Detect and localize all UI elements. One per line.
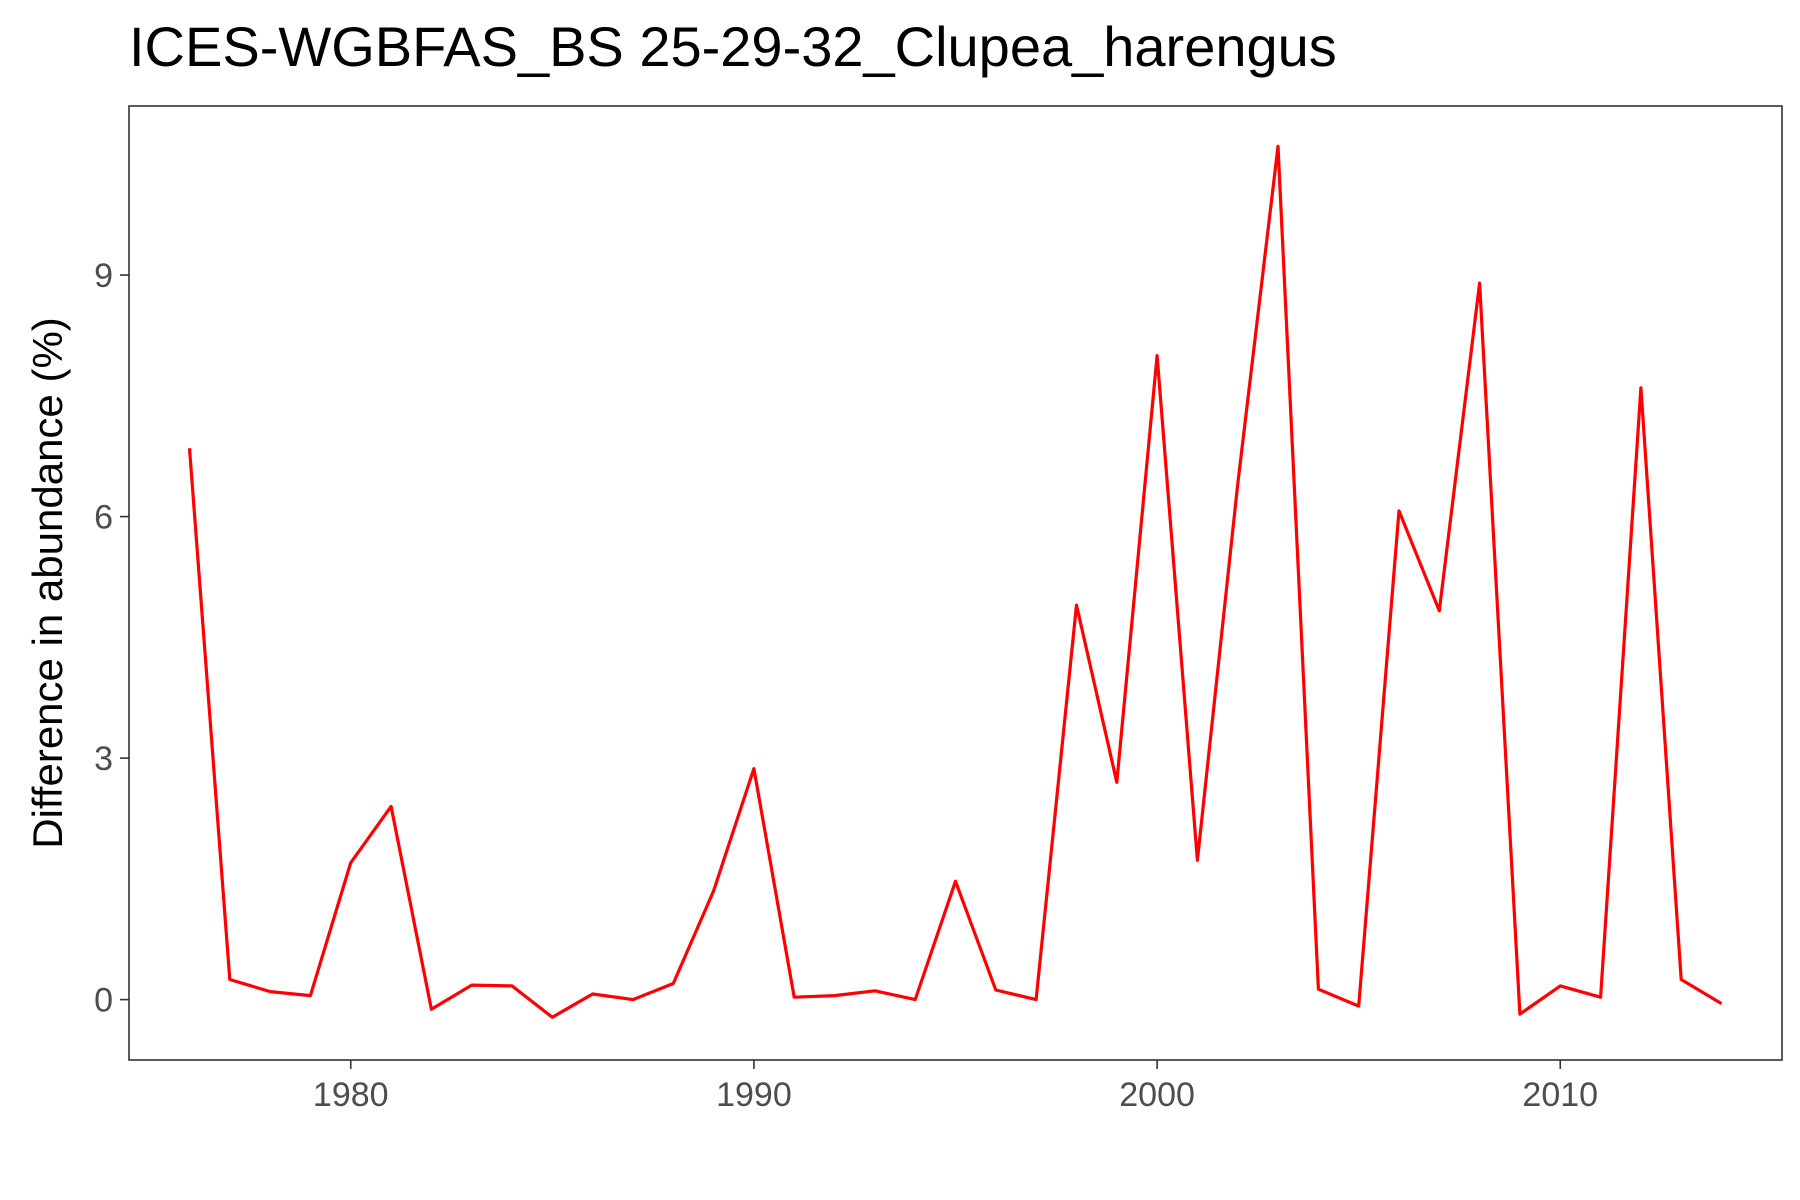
data-point — [1680, 978, 1683, 981]
data-point — [1155, 354, 1158, 357]
data-point — [1438, 609, 1441, 612]
x-axis-ticks: 1980 1990 2000 2010 — [313, 1060, 1598, 1114]
data-point — [1599, 996, 1602, 999]
y-axis-label: Difference in abundance (%) — [24, 317, 71, 849]
data-point — [1196, 859, 1199, 862]
data-point — [1035, 998, 1038, 1001]
data-point — [631, 998, 634, 1001]
chart-title: ICES-WGBFAS_BS 25-29-32_Clupea_harengus — [129, 15, 1337, 78]
data-point — [188, 447, 191, 450]
data-point — [551, 1016, 554, 1019]
data-point — [1559, 984, 1562, 987]
data-point — [672, 982, 675, 985]
data-point — [954, 880, 957, 883]
data-point — [510, 984, 513, 987]
x-tick-label: 2000 — [1119, 1076, 1195, 1114]
y-tick-label: 6 — [94, 499, 113, 537]
data-point — [309, 994, 312, 997]
plot-border — [128, 105, 1783, 1061]
data-point — [1357, 1004, 1360, 1007]
data-point — [833, 994, 836, 997]
data-point — [228, 978, 231, 981]
series-line — [187, 144, 1723, 1019]
data-point — [1639, 386, 1642, 389]
data-point — [793, 996, 796, 999]
data-point — [389, 805, 392, 808]
data-point — [430, 1008, 433, 1011]
x-tick-label: 1990 — [716, 1076, 792, 1114]
data-point — [873, 989, 876, 992]
data-point — [1478, 282, 1481, 285]
data-point — [269, 990, 272, 993]
data-point — [349, 861, 352, 864]
y-tick-label: 9 — [94, 257, 113, 295]
data-point — [752, 767, 755, 770]
data-point — [914, 998, 917, 1001]
data-point — [712, 889, 715, 892]
x-tick-label: 2010 — [1522, 1076, 1598, 1114]
plot-background — [129, 106, 1782, 1060]
series-layer — [187, 144, 1723, 1019]
data-point — [994, 988, 997, 991]
data-point — [591, 992, 594, 995]
data-point — [1397, 509, 1400, 512]
y-axis-ticks: 0 3 6 9 — [94, 257, 129, 1020]
data-point — [1720, 1002, 1723, 1005]
data-point — [1115, 781, 1118, 784]
data-point — [1276, 145, 1279, 148]
x-tick-label: 1980 — [313, 1076, 389, 1114]
y-tick-label: 0 — [94, 982, 113, 1020]
y-tick-label: 3 — [94, 740, 113, 778]
data-point — [1317, 988, 1320, 991]
data-point — [1236, 483, 1239, 486]
data-point — [1075, 604, 1078, 607]
data-point — [470, 984, 473, 987]
data-point — [1518, 1013, 1521, 1016]
